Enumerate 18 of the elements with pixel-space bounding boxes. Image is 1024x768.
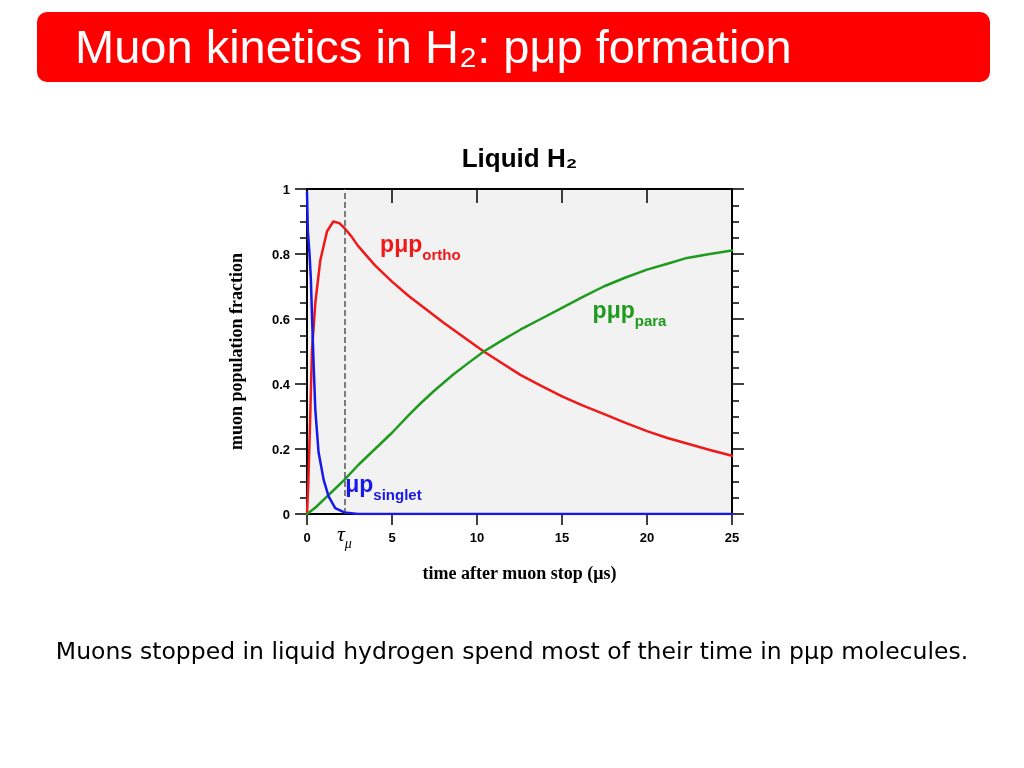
- y-tick-label: 1: [282, 181, 290, 197]
- y-tick-label: 0: [282, 506, 290, 522]
- y-axis-title: muon population fraction: [226, 252, 246, 451]
- x-tick-label: 15: [554, 530, 570, 545]
- y-tick-label: 0.8: [271, 246, 290, 262]
- text: Muons stopped in liquid hydrogen spend most of their time in pμp molecules.: [55, 637, 969, 665]
- y-tick-label: 0.6: [271, 311, 290, 327]
- header-banner: Muon kinetics in H₂: pμp formation: [37, 12, 990, 82]
- x-tick-label: 0: [303, 530, 311, 545]
- y-tick-label: 0.2: [271, 441, 290, 457]
- y-tick-label: 0.4: [271, 376, 291, 392]
- chart-title: Muon kinetics in H₂: pμp formation: [75, 20, 792, 74]
- chart-subtitle: Liquid H₂: [461, 143, 578, 173]
- x-tick-label: 20: [639, 530, 655, 545]
- x-tick-label: 25: [724, 530, 740, 545]
- x-axis-title: time after muon stop (μs): [422, 563, 617, 584]
- x-tick-label: 5: [388, 530, 396, 545]
- x-tick-label: 10: [469, 530, 485, 545]
